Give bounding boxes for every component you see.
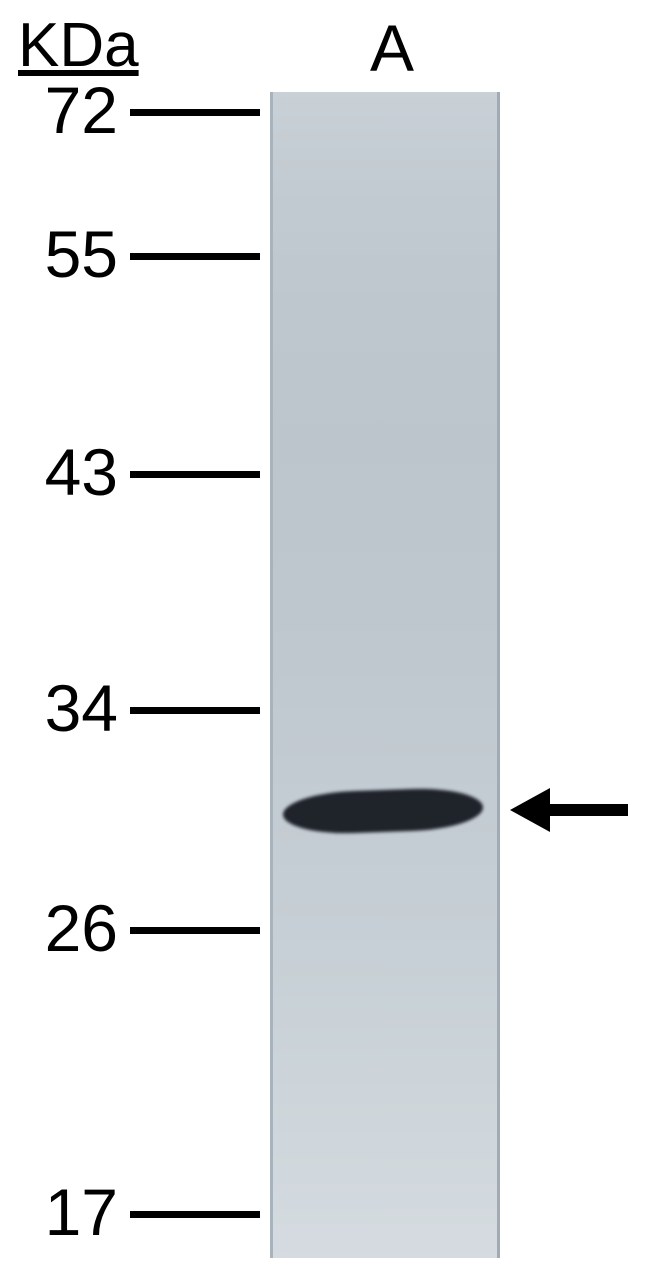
arrow-head-icon xyxy=(510,788,550,832)
band-indicator-arrow xyxy=(0,0,650,1287)
arrow-shaft xyxy=(548,804,628,816)
western-blot-figure: KDa A 725543342617 xyxy=(0,0,650,1287)
